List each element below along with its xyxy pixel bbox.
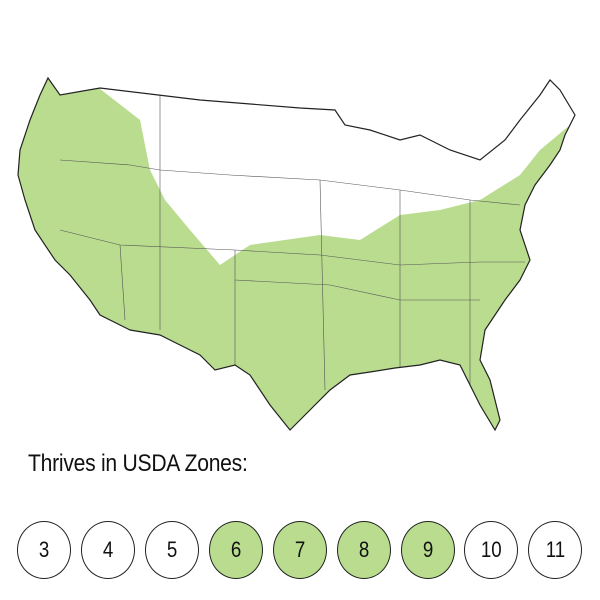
zone-9-badge: 9 [401,521,455,579]
zone-3-badge: 3 [17,521,71,579]
zone-10-badge: 10 [464,521,518,579]
zone-7-badge: 7 [273,521,327,579]
legend-title: Thrives in USDA Zones: [28,450,248,477]
state-borders [59,95,525,391]
zone-6-badge: 6 [209,521,263,579]
zone-8-badge: 8 [337,521,391,579]
zone-4-badge: 4 [81,521,135,579]
zone-5-badge: 5 [145,521,199,579]
non-thriving-region [95,78,575,265]
zone-11-badge: 11 [528,521,582,579]
